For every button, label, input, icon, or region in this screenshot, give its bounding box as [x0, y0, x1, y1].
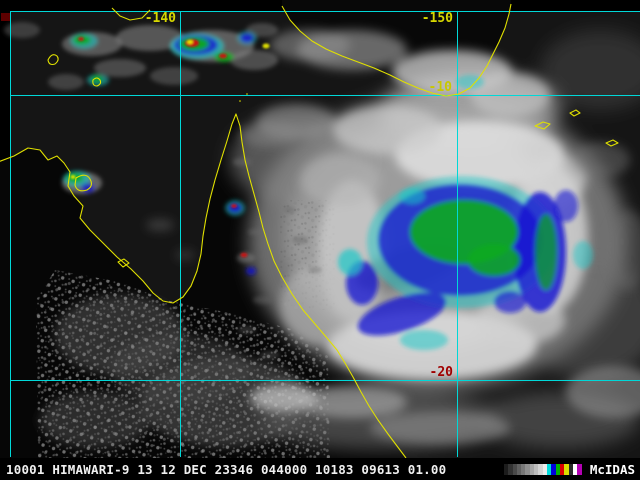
- colorbar-segment: [568, 463, 574, 475]
- colorbar-segment: [573, 463, 578, 475]
- colorbar-segment: [542, 463, 548, 475]
- colorbar-segment: [551, 463, 556, 475]
- lat-label-20: -20: [430, 365, 454, 380]
- colorbar-segment: [547, 463, 552, 475]
- colorbar-segment: [538, 463, 543, 475]
- status-bar: 10001 HIMAWARI-9 13 12 DEC 23346 044000 …: [0, 458, 640, 480]
- colorbar-segment: [534, 463, 539, 475]
- colorbar-segment: [508, 463, 513, 475]
- colorbar-segment: [577, 463, 582, 475]
- colorbar-segment: [512, 463, 517, 475]
- graticule: [10, 11, 640, 457]
- island-coastlines: [47, 7, 619, 268]
- enhancement-colorbar: [503, 463, 582, 475]
- mcidas-brand: McIDAS: [589, 461, 635, 477]
- coastline-overlay: [0, 3, 619, 458]
- storm-core-dots: [70, 37, 270, 258]
- new-guinea-coastline: [281, 3, 512, 97]
- graticule-labels: -140 -150 -10 -20: [145, 11, 453, 380]
- colorbar-segment: [503, 463, 509, 475]
- colorbar-segment: [516, 463, 522, 475]
- australia-coastline: [0, 113, 407, 458]
- colorbar-segment: [525, 463, 530, 475]
- status-text: 10001 HIMAWARI-9 13 12 DEC 23346 044000 …: [6, 461, 447, 477]
- colorbar-segment: [555, 463, 561, 475]
- lon-label-140: -140: [145, 11, 176, 26]
- enhancement-overlay: [4, 22, 593, 359]
- colorbar-segment: [521, 463, 526, 475]
- torres-strait-island: [239, 100, 241, 102]
- cursor-marker: [1, 13, 10, 21]
- lon-label-150: -150: [422, 11, 453, 26]
- colorbar-segment: [560, 463, 565, 475]
- lat-label-10: -10: [429, 80, 453, 95]
- colorbar-segment: [564, 463, 569, 475]
- colorbar-segment: [529, 463, 535, 475]
- torres-strait-island: [246, 93, 248, 95]
- satellite-imagery: -140 -150 -10 -20: [0, 0, 640, 458]
